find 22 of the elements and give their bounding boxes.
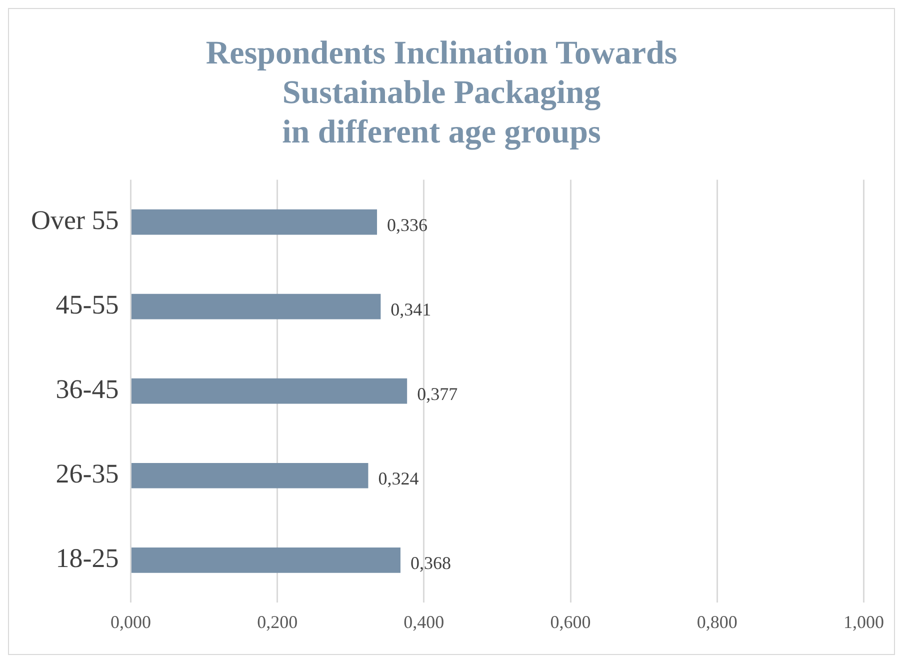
data-label: 0,336 xyxy=(387,214,428,235)
data-label: 0,368 xyxy=(410,552,451,573)
bar xyxy=(131,209,378,235)
bar xyxy=(131,547,400,573)
x-tick-label: 0,400 xyxy=(404,612,444,632)
data-label: 0,377 xyxy=(417,384,458,404)
y-tick-label: 26-35 xyxy=(56,458,119,489)
y-tick-label: 18-25 xyxy=(56,543,119,574)
y-tick-label: 36-45 xyxy=(56,374,119,404)
x-tick-label: 1,000 xyxy=(844,612,884,632)
x-tick-label: 0,200 xyxy=(257,612,298,632)
x-tick-label: 0,000 xyxy=(110,612,151,632)
x-tick-label: 0,600 xyxy=(550,612,591,632)
bar xyxy=(131,294,381,320)
y-tick-label: Over 55 xyxy=(30,205,119,236)
bar xyxy=(131,462,368,488)
data-label: 0,324 xyxy=(378,468,419,488)
chart-title: Respondents Inclination Towards Sustainable Packaging in different age groups xyxy=(206,35,678,151)
x-tick-label: 0,800 xyxy=(696,612,738,632)
bar xyxy=(131,378,408,404)
y-tick-label: 45-55 xyxy=(56,290,119,320)
data-label: 0,341 xyxy=(390,299,432,320)
